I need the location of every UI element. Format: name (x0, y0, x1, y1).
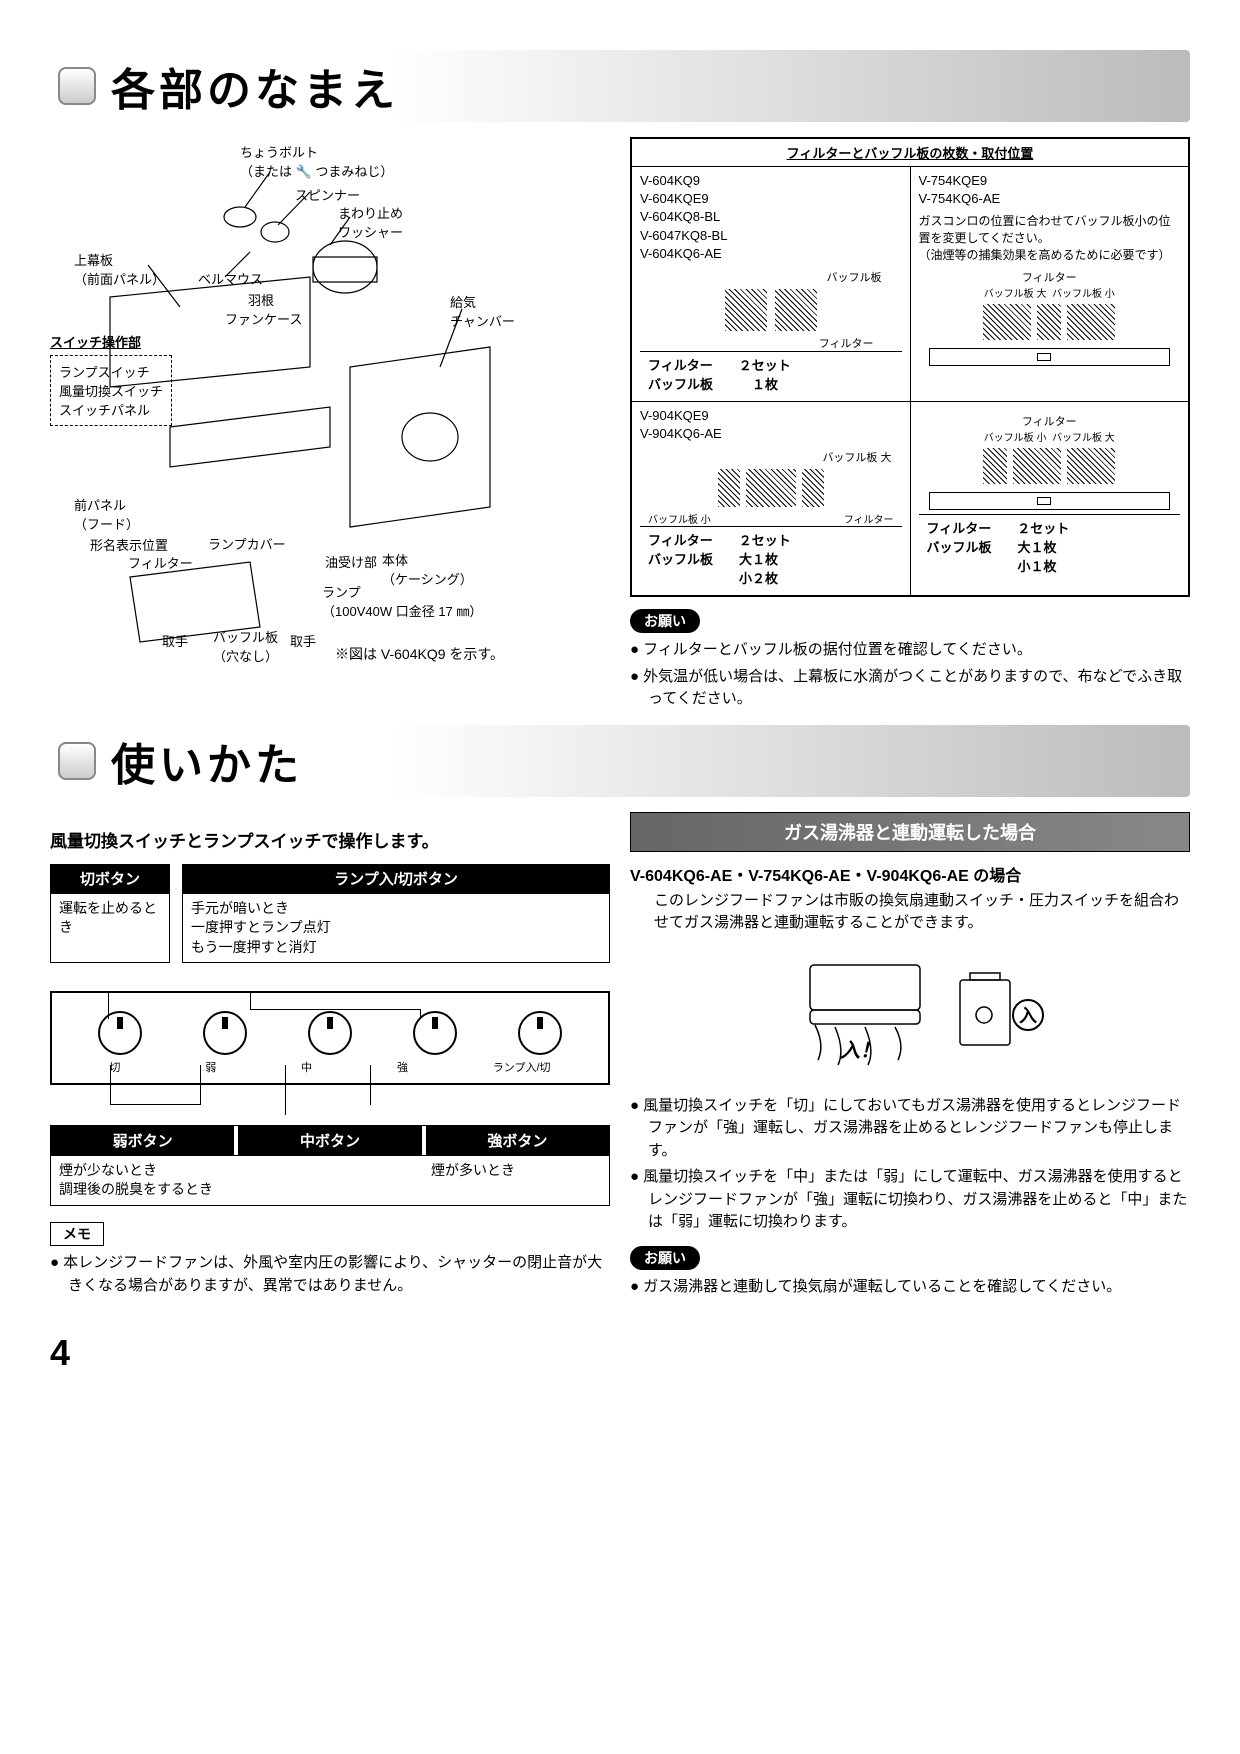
knob-labels: 切 弱 中 強 ランプ入/切 (67, 1059, 593, 1075)
diagram-note: ※図は V-604KQ9 を示す。 (335, 644, 504, 664)
baffle-icon (1037, 304, 1061, 340)
jaku-btn-label: 弱ボタン (51, 1126, 234, 1155)
label-totte2: 取手 (290, 631, 316, 650)
gas-onegai-badge: お願い (630, 1246, 700, 1270)
section2-title: 使いかた (111, 729, 303, 793)
group4-count: フィルター ２セット バッフル板 大１枚 小１枚 (919, 514, 1181, 578)
label-lampswitch: ランプスイッチ (59, 362, 163, 381)
kyo-btn-label: 強ボタン (426, 1126, 609, 1155)
label-hane: 羽根 (248, 290, 274, 309)
label-lamp: ランプ（100V40W 口金径 17 ㎜） (322, 582, 482, 620)
triple-btn-desc: 煙が少ないとき 調理後の脱臭をするとき 煙が多いとき (50, 1156, 610, 1206)
label-totte1: 取手 (162, 631, 188, 650)
switch-section-title: スイッチ操作部 (50, 332, 172, 351)
memo-list: 本レンジフードファンは、外風や室内圧の影響により、シャッターの閉止音が大きくなる… (50, 1252, 610, 1297)
label-maepanel: 前パネル（フード） (74, 495, 139, 533)
section-icon (58, 742, 96, 780)
section1-title: 各部のなまえ (111, 54, 399, 118)
lamp-btn-label: ランプ入/切ボタン (182, 864, 610, 893)
filter-table: フィルターとバッフル板の枚数・取付位置 V-604KQ9 V-604KQE9 V… (630, 137, 1190, 597)
label-mawari: まわり止めワッシャー (338, 203, 403, 241)
group2-note: ガスコンロの位置に合わせてバッフル板小の位置を変更してください。 (919, 212, 1181, 246)
group2-note2: （油煙等の捕集効果を高めるために必要です） (919, 246, 1181, 263)
onegai-list: フィルターとバッフル板の据付位置を確認してください。 外気温が低い場合は、上幕板… (630, 639, 1190, 711)
knob-kiri[interactable] (98, 1011, 142, 1055)
parts-diagram: ちょうボルト （または 🔧 つまみねじ） スピンナー まわり止めワッシャー 上幕… (50, 137, 610, 677)
gas-models: V-604KQ6-AE・V-754KQ6-AE・V-904KQ6-AE の場合 (630, 862, 1190, 886)
baffle-icon (983, 448, 1007, 484)
group1-models: V-604KQ9 V-604KQE9 V-604KQ8-BL V-6047KQ8… (640, 172, 902, 263)
control-panel: 切 弱 中 強 ランプ入/切 (50, 991, 610, 1085)
baffle-icon (1067, 448, 1115, 484)
iri-label-2: 入 (1019, 1006, 1037, 1026)
lamp-btn-desc: 手元が暗いとき 一度押すとランプ点灯 もう一度押すと消灯 (182, 893, 610, 963)
group1-count: フィルター ２セット バッフル板 １枚 (640, 351, 902, 396)
knob-kyo[interactable] (413, 1011, 457, 1055)
label-aburauke: 油受け部 (325, 552, 377, 571)
label-furyouswitch: 風量切換スイッチ (59, 381, 163, 400)
label-uemaku: 上幕板（前面パネル） (74, 250, 165, 288)
baffle-icon (802, 469, 824, 507)
baffle-icon (1013, 448, 1061, 484)
group3-models: V-904KQE9 V-904KQ6-AE (640, 407, 902, 443)
label-choubolt: ちょうボルト （または 🔧 つまみねじ） (240, 142, 393, 180)
gas-onegai-list: ガス湯沸器と連動して換気扇が運転していることを確認してください。 (630, 1276, 1190, 1299)
label-bellmouth: ベルマウス (198, 269, 263, 288)
onegai-badge: お願い (630, 609, 700, 633)
label-lampcover: ランプカバー (208, 534, 286, 553)
label-filter: フィルター (128, 553, 193, 572)
label-baffle: バッフル板（穴なし） (213, 627, 278, 665)
knob-jaku[interactable] (203, 1011, 247, 1055)
knob-chu[interactable] (308, 1011, 352, 1055)
knob-lamp[interactable] (518, 1011, 562, 1055)
baffle-icon (775, 289, 817, 331)
switch-box: ランプスイッチ 風量切換スイッチ スイッチパネル (50, 355, 172, 426)
baffle-icon (1067, 304, 1115, 340)
kiri-btn-label: 切ボタン (50, 864, 170, 893)
label-switchpanel: スイッチパネル (59, 400, 163, 419)
memo-badge: メモ (50, 1222, 104, 1246)
gas-header: ガス湯沸器と連動運転した場合 (630, 812, 1190, 852)
label-spinner: スピンナー (295, 185, 360, 204)
chu-btn-label: 中ボタン (238, 1126, 421, 1155)
gas-bullets: 風量切換スイッチを「切」にしておいてもガス湯沸器を使用するとレンジフードファンが… (630, 1095, 1190, 1234)
page-number: 4 (50, 1332, 1190, 1374)
section1-header: 各部のなまえ (50, 50, 1190, 122)
label-kyuki: 給気チャンバー (450, 292, 515, 330)
baffle-icon (718, 469, 740, 507)
label-keimei: 形名表示位置 (90, 535, 168, 554)
gas-intro: このレンジフードファンは市販の換気扇連動スイッチ・圧力スイッチを組合わせてガス湯… (630, 890, 1190, 935)
group2-models: V-754KQE9 V-754KQ6-AE (919, 172, 1181, 208)
baffle-icon (983, 304, 1031, 340)
iri-label-1: 入！ (840, 1040, 880, 1062)
section-icon (58, 67, 96, 105)
kiri-btn-desc: 運転を止めるとき (50, 893, 170, 963)
section2-header: 使いかた (50, 725, 1190, 797)
baffle-icon (725, 289, 767, 331)
gas-diagram: 入！ 入 (770, 945, 1050, 1085)
group3-count: フィルター ２セット バッフル板 大１枚 小２枚 (640, 526, 902, 590)
filter-table-header: フィルターとバッフル板の枚数・取付位置 (632, 139, 1188, 167)
label-fancase: ファンケース (225, 309, 302, 328)
baffle-icon (746, 469, 796, 507)
triple-btn-header: 弱ボタン | 中ボタン | 強ボタン (50, 1125, 610, 1156)
operation-intro: 風量切換スイッチとランプスイッチで操作します。 (50, 827, 610, 852)
